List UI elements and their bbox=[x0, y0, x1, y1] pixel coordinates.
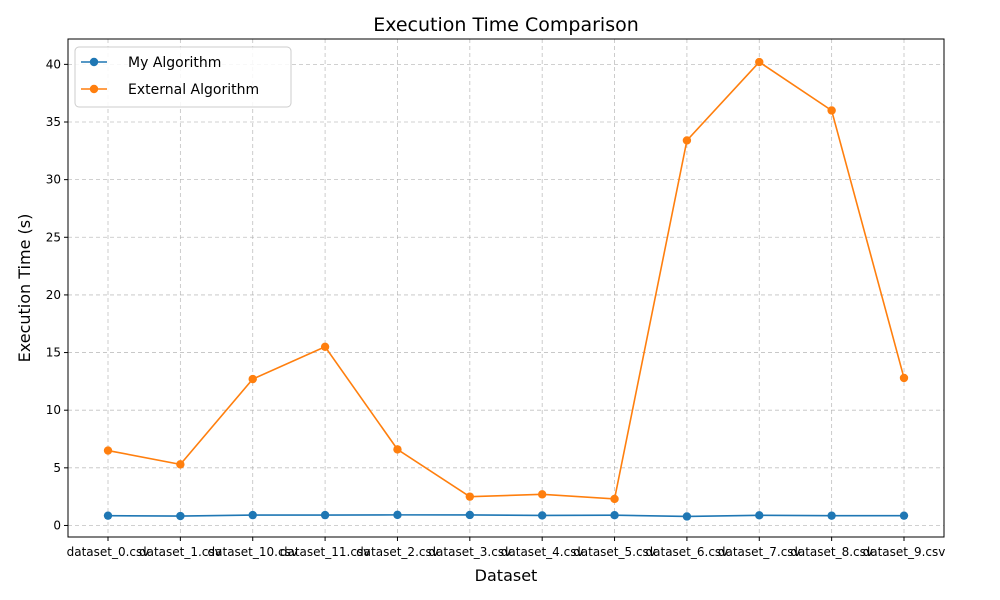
chart-title: Execution Time Comparison bbox=[373, 14, 639, 36]
series-line bbox=[107, 514, 904, 518]
data-point bbox=[610, 511, 619, 520]
y-axis-ticks: 0 5 10 15 20 25 30 35 40 bbox=[46, 57, 68, 532]
x-tick-label: dataset_7.csv bbox=[718, 545, 801, 559]
data-point bbox=[755, 511, 764, 520]
data-point bbox=[899, 373, 909, 383]
data-point bbox=[248, 510, 257, 520]
series-layer bbox=[103, 57, 909, 521]
y-tick-label: 35 bbox=[46, 115, 61, 129]
data-point bbox=[682, 136, 692, 145]
y-tick-label: 20 bbox=[46, 288, 61, 302]
x-tick-label: dataset_4.csv bbox=[501, 545, 584, 559]
data-point bbox=[899, 511, 909, 520]
y-tick-label: 0 bbox=[53, 518, 61, 532]
y-tick-label: 5 bbox=[53, 461, 61, 475]
data-point bbox=[827, 511, 836, 520]
x-tick-label: dataset_6.csv bbox=[646, 545, 729, 559]
data-point bbox=[537, 511, 547, 520]
x-tick-label: dataset_5.csv bbox=[573, 545, 656, 559]
x-tick-label: dataset_3.csv bbox=[428, 545, 511, 559]
data-point bbox=[393, 445, 402, 454]
data-point bbox=[176, 511, 185, 521]
x-tick-label: dataset_9.csv bbox=[863, 545, 946, 559]
x-axis-label: Dataset bbox=[475, 566, 538, 585]
legend-label: External Algorithm bbox=[128, 82, 259, 98]
series-line bbox=[107, 61, 905, 500]
x-tick-label: dataset_1.csv bbox=[139, 545, 222, 559]
data-point bbox=[755, 57, 764, 67]
series-2 bbox=[103, 57, 909, 504]
data-point bbox=[103, 446, 113, 455]
x-tick-label: dataset_10.csv bbox=[208, 545, 298, 559]
data-point bbox=[610, 494, 619, 504]
x-axis-ticks: dataset_0.csvdataset_1.csvdataset_10.csv… bbox=[67, 537, 946, 559]
data-point bbox=[176, 460, 185, 469]
legend-label: My Algorithm bbox=[128, 55, 221, 71]
legend-marker bbox=[89, 84, 99, 94]
legend-box bbox=[74, 46, 292, 108]
x-tick-label: dataset_11.csv bbox=[280, 545, 370, 559]
y-tick-label: 10 bbox=[46, 403, 61, 417]
data-point bbox=[465, 492, 475, 501]
data-point bbox=[320, 510, 330, 520]
data-point bbox=[103, 511, 113, 520]
data-point bbox=[537, 490, 547, 499]
plot-area-frame bbox=[67, 38, 945, 538]
data-point bbox=[248, 374, 257, 384]
x-tick-label: dataset_0.csv bbox=[67, 545, 150, 559]
grid bbox=[68, 39, 944, 537]
y-axis-label: Execution Time (s) bbox=[15, 214, 34, 363]
data-point bbox=[393, 510, 402, 520]
data-point bbox=[320, 342, 330, 351]
y-tick-label: 40 bbox=[46, 57, 61, 71]
data-point bbox=[682, 512, 692, 521]
y-tick-label: 30 bbox=[46, 173, 61, 187]
legend-marker bbox=[89, 57, 99, 67]
y-tick-label: 15 bbox=[46, 346, 61, 360]
x-tick-label: dataset_2.csv bbox=[356, 545, 439, 559]
data-point bbox=[465, 510, 475, 520]
legend: My Algorithm External Algorithm bbox=[74, 46, 292, 108]
y-tick-label: 25 bbox=[46, 230, 61, 244]
x-tick-label: dataset_8.csv bbox=[790, 545, 873, 559]
series-1 bbox=[103, 510, 909, 521]
data-point bbox=[827, 106, 836, 115]
